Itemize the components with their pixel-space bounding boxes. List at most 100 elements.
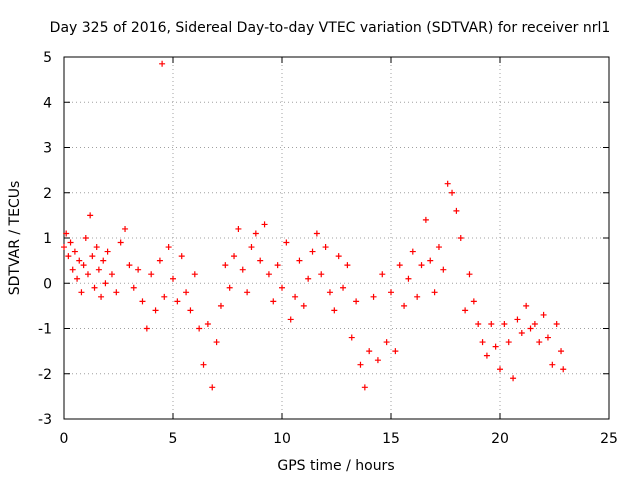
- data-point: [200, 361, 207, 368]
- data-point: [361, 384, 368, 391]
- x-tick-label: 5: [169, 431, 178, 447]
- data-point: [117, 239, 124, 246]
- data-point: [261, 221, 268, 228]
- data-point: [239, 266, 246, 273]
- data-point: [91, 284, 98, 291]
- x-tick-label: 0: [60, 431, 69, 447]
- data-point: [196, 325, 203, 332]
- data-point: [331, 307, 338, 314]
- data-point: [139, 298, 146, 305]
- data-point: [270, 298, 277, 305]
- data-point: [497, 366, 503, 373]
- data-point: [488, 320, 495, 327]
- data-point: [135, 266, 142, 273]
- data-point: [470, 298, 477, 305]
- data-point: [80, 262, 87, 269]
- data-point: [143, 325, 150, 332]
- data-point: [523, 302, 530, 309]
- x-tick-label: 10: [273, 431, 291, 447]
- data-point: [492, 343, 499, 350]
- data-point: [335, 253, 342, 260]
- x-tick-label: 20: [491, 431, 509, 447]
- data-point: [148, 271, 155, 278]
- data-point: [102, 280, 109, 287]
- data-point: [479, 339, 486, 346]
- data-point: [536, 339, 543, 346]
- data-point: [501, 320, 508, 327]
- data-point: [69, 266, 76, 273]
- data-point: [401, 302, 408, 309]
- data-point: [353, 298, 360, 305]
- data-point: [440, 266, 447, 273]
- data-point: [159, 60, 166, 67]
- data-point: [427, 257, 434, 264]
- data-point: [226, 284, 233, 291]
- data-point: [357, 361, 364, 368]
- data-point: [65, 253, 72, 260]
- data-point: [248, 244, 255, 251]
- y-tick-label: 2: [43, 186, 52, 202]
- data-point: [274, 262, 281, 269]
- data-point: [74, 275, 81, 282]
- data-point: [505, 339, 512, 346]
- data-point: [130, 284, 137, 291]
- data-point: [466, 271, 473, 278]
- data-point: [126, 262, 133, 269]
- data-point: [279, 284, 285, 291]
- data-point: [84, 271, 91, 278]
- data-point: [231, 253, 238, 260]
- data-point: [514, 316, 521, 323]
- y-tick-label: 3: [43, 141, 52, 157]
- data-point: [313, 230, 320, 237]
- data-point: [82, 235, 89, 241]
- data-point: [178, 253, 185, 260]
- data-point: [527, 325, 534, 332]
- data-point: [204, 320, 211, 327]
- data-point: [549, 361, 556, 368]
- data-point: [61, 244, 67, 251]
- data-point: [108, 271, 115, 278]
- data-point: [104, 248, 111, 255]
- data-point: [418, 262, 425, 269]
- data-point: [449, 189, 456, 196]
- data-point: [318, 271, 325, 278]
- data-point: [78, 289, 85, 296]
- y-tick-label: 4: [43, 95, 52, 111]
- data-point: [370, 293, 377, 300]
- data-point: [222, 262, 229, 269]
- data-point: [93, 244, 100, 251]
- data-point: [558, 348, 565, 355]
- data-point: [414, 293, 421, 300]
- data-point: [340, 284, 347, 291]
- data-point: [531, 320, 538, 327]
- data-point: [161, 293, 168, 300]
- data-point: [156, 257, 163, 264]
- data-point: [326, 289, 333, 296]
- y-tick-label: -2: [38, 367, 52, 383]
- y-tick-label: 1: [43, 231, 52, 247]
- data-point: [235, 225, 242, 232]
- data-point: [553, 320, 560, 327]
- data-point: [296, 257, 303, 264]
- data-point: [292, 293, 299, 300]
- data-point: [67, 239, 74, 246]
- data-point: [544, 334, 551, 341]
- data-point: [422, 216, 429, 223]
- data-point: [462, 307, 469, 314]
- data-point: [383, 339, 390, 346]
- data-point: [165, 244, 172, 251]
- x-tick-label: 15: [382, 431, 400, 447]
- data-point: [379, 271, 386, 278]
- data-point: [252, 230, 259, 237]
- data-point: [174, 298, 181, 305]
- x-axis-label: GPS time / hours: [277, 458, 394, 474]
- data-point: [366, 348, 373, 355]
- data-points: [61, 60, 567, 391]
- data-point: [344, 262, 351, 269]
- data-point: [457, 235, 464, 241]
- data-point: [152, 307, 159, 314]
- data-point: [396, 262, 403, 269]
- data-point: [265, 271, 272, 278]
- axis-ticks: 0 5 10 15 20 25 -3 -2 -1 0 1 2 3 4 5: [38, 50, 618, 447]
- data-point: [209, 384, 216, 391]
